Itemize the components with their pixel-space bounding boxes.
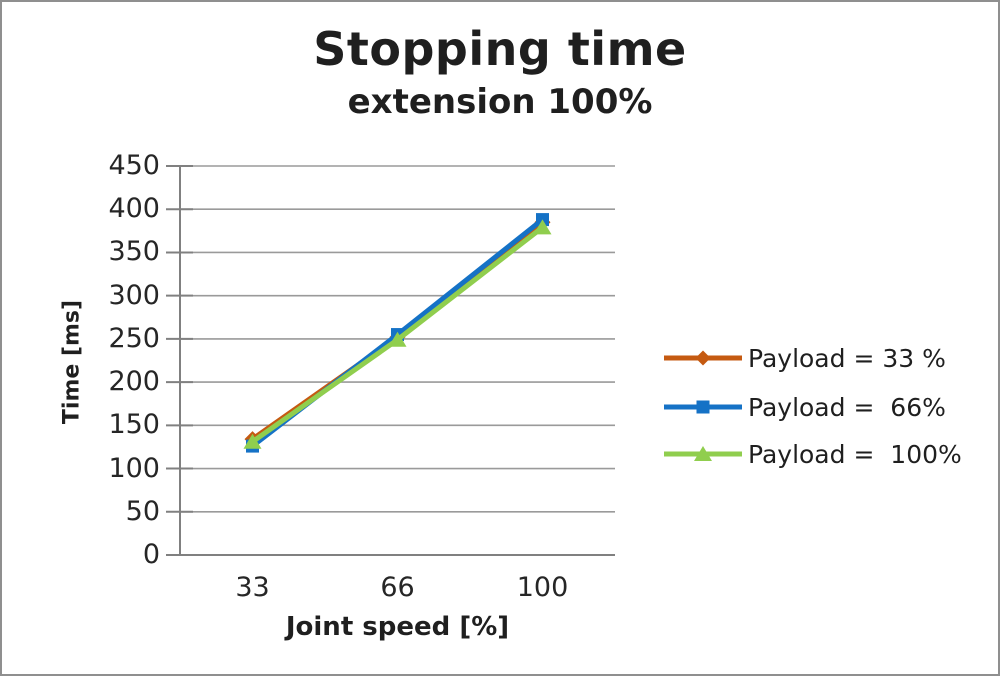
legend-item-payload-33: Payload = 33 % xyxy=(662,343,946,373)
x-tick-label: 100 xyxy=(516,572,569,603)
legend: Payload = 33 % Payload = 66% Payload = 1… xyxy=(662,343,998,473)
data-point xyxy=(533,219,552,235)
y-tick-label: 150 xyxy=(108,409,160,441)
diamond-marker-icon xyxy=(664,350,742,366)
axes xyxy=(166,165,615,556)
square-marker-icon xyxy=(664,400,742,414)
y-tick-label: 300 xyxy=(108,279,160,311)
legend-item-payload-66: Payload = 66% xyxy=(662,392,946,422)
y-tick-label: 100 xyxy=(108,452,160,484)
y-tick-label: 350 xyxy=(108,236,160,268)
legend-label: Payload = 66% xyxy=(748,392,946,422)
y-tick-label: 450 xyxy=(108,150,160,181)
triangle-marker-icon xyxy=(664,446,742,461)
y-tick-label: 0 xyxy=(142,539,160,570)
legend-item-payload-100: Payload = 100% xyxy=(662,439,962,469)
x-tick-label: 33 xyxy=(235,572,270,603)
x-tick-label: 66 xyxy=(380,572,415,603)
legend-label: Payload = 100% xyxy=(748,439,962,469)
chart-title: Stopping time xyxy=(313,22,687,76)
data-point xyxy=(243,433,262,449)
y-tick-label: 400 xyxy=(108,193,160,225)
y-tick-label: 50 xyxy=(125,495,160,527)
y-tick-label: 250 xyxy=(108,322,160,354)
y-tick-label: 200 xyxy=(108,366,160,398)
chart-subtitle: extension 100% xyxy=(347,82,653,122)
legend-label: Payload = 33 % xyxy=(748,343,946,373)
series-2 xyxy=(243,219,552,449)
data-point xyxy=(388,331,407,347)
x-axis-title: Joint speed [%] xyxy=(285,612,510,642)
